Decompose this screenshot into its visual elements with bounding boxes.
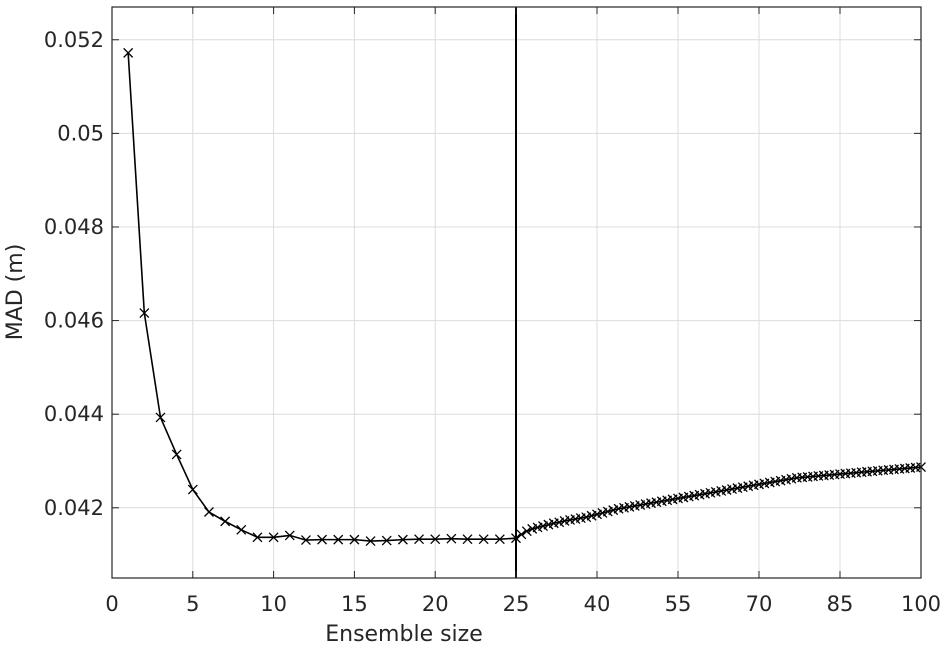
data-point-marker — [494, 534, 505, 545]
x-tick-label: 25 — [503, 592, 530, 616]
x-axis-title: Ensemble size — [325, 622, 483, 647]
data-point-marker — [478, 534, 489, 545]
y-tick-label: 0.046 — [44, 309, 104, 333]
y-tick-labels: 0.042 0.044 0.046 0.048 0.05 0.052 — [44, 28, 104, 520]
data-point-marker — [414, 534, 424, 545]
data-point-marker — [430, 534, 441, 545]
y-tick-label: 0.042 — [44, 496, 104, 520]
data-point-marker — [123, 47, 134, 58]
x-tick-labels: 0 5 10 15 20 25 40 55 70 85 100 — [105, 592, 941, 616]
data-point-marker — [521, 526, 532, 537]
x-tick-label: 15 — [341, 592, 368, 616]
data-point-marker — [516, 529, 527, 540]
data-point-marker — [349, 534, 360, 545]
data-point-marker — [236, 524, 247, 535]
x-tick-label: 55 — [665, 592, 692, 616]
data-point-marker — [284, 530, 295, 541]
data-point-marker — [317, 534, 328, 545]
data-point-marker — [381, 535, 392, 546]
data-point-marker — [268, 532, 279, 543]
y-tick-label: 0.052 — [44, 28, 104, 52]
data-point-marker — [220, 516, 231, 527]
x-tick-label: 5 — [186, 592, 199, 616]
data-point-marker — [300, 535, 311, 546]
y-tick-label: 0.048 — [44, 215, 104, 239]
data-point-marker — [139, 308, 150, 319]
x-tick-label: 70 — [746, 592, 773, 616]
y-tick-label: 0.05 — [57, 121, 104, 145]
x-tick-label: 40 — [584, 592, 611, 616]
data-point-marker — [171, 449, 182, 460]
x-tick-label: 0 — [105, 592, 118, 616]
data-point-marker — [446, 533, 457, 544]
y-axis-title: MAD (m) — [3, 244, 28, 341]
x-tick-label: 20 — [422, 592, 449, 616]
series-line — [127, 52, 922, 542]
x-tick-label: 100 — [901, 592, 941, 616]
x-tick-label: 10 — [260, 592, 287, 616]
data-point-marker — [252, 532, 263, 543]
data-point-marker — [462, 534, 473, 545]
data-point-marker — [187, 484, 198, 495]
data-point-marker — [333, 534, 344, 545]
data-point-marker — [204, 507, 214, 517]
data-point-marker — [365, 536, 376, 546]
x-tick-label: 85 — [827, 592, 854, 616]
data-point-marker — [155, 412, 166, 423]
tick-marks — [111, 7, 922, 578]
y-tick-label: 0.044 — [44, 402, 104, 426]
data-point-marker — [397, 534, 408, 545]
